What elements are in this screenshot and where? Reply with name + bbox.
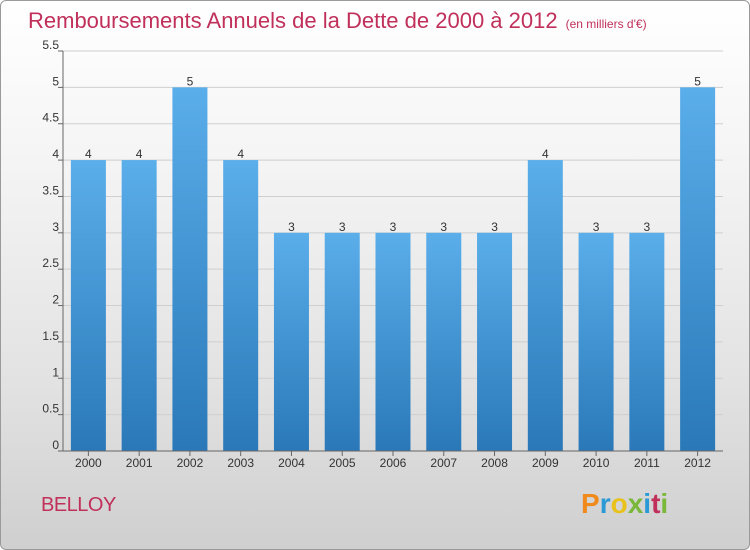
- bar: [527, 160, 563, 451]
- logo-letter: r: [599, 488, 611, 519]
- logo-letter: t: [651, 488, 661, 519]
- x-tick-label: 2010: [583, 456, 610, 470]
- x-tick-label: 2007: [430, 456, 457, 470]
- data-label: 3: [339, 220, 346, 234]
- bar: [578, 232, 614, 451]
- bars: [70, 87, 716, 451]
- bar: [273, 232, 309, 451]
- y-tick-label: 1: [52, 365, 59, 379]
- logo-letter: x: [627, 488, 644, 519]
- data-label: 3: [644, 220, 651, 234]
- data-label: 4: [542, 147, 549, 161]
- chart-title-container: Remboursements Annuels de la Dette de 20…: [28, 8, 647, 34]
- x-tick-label: 2004: [278, 456, 305, 470]
- data-label: 4: [237, 147, 244, 161]
- bar: [426, 232, 462, 451]
- commune-name: BELLOY: [41, 494, 116, 516]
- y-tick-label: 2.5: [42, 256, 59, 270]
- y-tick-label: 0.5: [42, 402, 59, 416]
- data-label: 3: [440, 220, 447, 234]
- data-label: 3: [390, 220, 397, 234]
- proxiti-logo[interactable]: Proxiti: [581, 488, 668, 520]
- x-tick-label: 2009: [532, 456, 559, 470]
- y-tick-label: 2: [52, 293, 59, 307]
- data-label: 5: [694, 74, 701, 88]
- axes: [58, 50, 723, 456]
- bar: [223, 160, 259, 451]
- data-label: 4: [85, 147, 92, 161]
- y-tick-label: 4.5: [42, 111, 59, 125]
- y-tick-label: 5: [52, 74, 59, 88]
- bar: [70, 160, 106, 451]
- bar: [324, 232, 360, 451]
- data-label: 5: [187, 74, 194, 88]
- bar: [477, 232, 513, 451]
- x-tick-label: 2003: [227, 456, 254, 470]
- x-tick-label: 2002: [177, 456, 204, 470]
- x-tick-label: 2008: [481, 456, 508, 470]
- bar: [172, 87, 208, 451]
- logo-letter: P: [581, 488, 600, 519]
- bar: [629, 232, 665, 451]
- data-label: 3: [491, 220, 498, 234]
- bar: [121, 160, 157, 451]
- labels: 0 0.5 1 1.5 2 2.5 3 3.5 4 4.5 5 5.5 4 2000 4 2001 5 2002 4…: [42, 38, 711, 470]
- y-tick-label: 1.5: [42, 329, 59, 343]
- x-tick-label: 2001: [126, 456, 153, 470]
- chart-title: Remboursements Annuels de la Dette de 20…: [28, 8, 558, 33]
- x-tick-label: 2000: [75, 456, 102, 470]
- data-label: 3: [288, 220, 295, 234]
- x-tick-label: 2012: [684, 456, 711, 470]
- bar: [680, 87, 716, 451]
- y-tick-label: 3: [52, 220, 59, 234]
- y-tick-label: 5.5: [42, 38, 59, 52]
- logo-letter: o: [610, 488, 628, 519]
- y-tick-label: 0: [52, 438, 59, 452]
- logo-letter: i: [643, 488, 652, 519]
- logo-letter: i: [660, 488, 669, 519]
- data-label: 3: [593, 220, 600, 234]
- x-tick-label: 2005: [329, 456, 356, 470]
- y-tick-label: 3.5: [42, 183, 59, 197]
- x-tick-label: 2006: [380, 456, 407, 470]
- data-label: 4: [136, 147, 143, 161]
- bar: [375, 232, 411, 451]
- x-tick-label: 2011: [634, 456, 660, 470]
- chart-subtitle: (en milliers d'€): [565, 17, 647, 31]
- y-tick-label: 4: [52, 147, 59, 161]
